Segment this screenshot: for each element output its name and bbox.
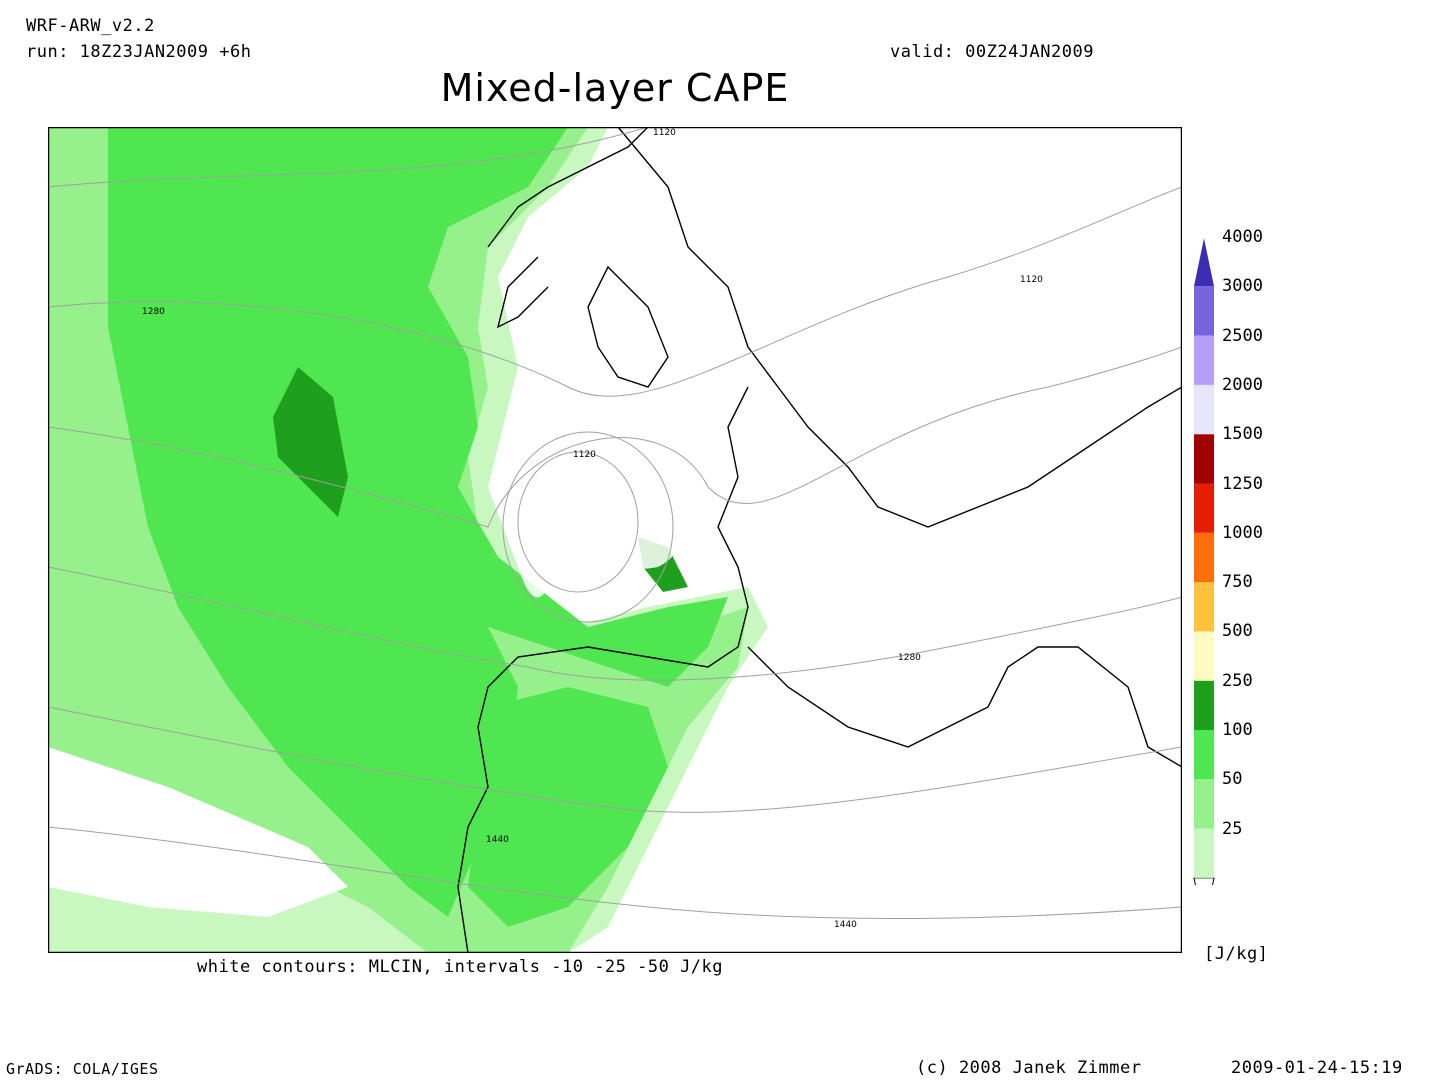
contour-label: 1440 bbox=[834, 920, 857, 930]
colorbar-segment bbox=[1194, 335, 1214, 385]
colorbar bbox=[1193, 238, 1215, 885]
map-title: Mixed-layer CAPE bbox=[440, 66, 790, 110]
colorbar-segment bbox=[1194, 532, 1214, 583]
colorbar-label: 2500 bbox=[1222, 325, 1263, 346]
colorbar-segment bbox=[1194, 483, 1214, 533]
colorbar-unit: [J/kg] bbox=[1204, 944, 1269, 964]
colorbar-label: 1000 bbox=[1222, 522, 1263, 543]
colorbar-label: 250 bbox=[1222, 670, 1253, 691]
grads-credit: GrADS: COLA/IGES bbox=[6, 1060, 159, 1078]
colorbar-segment bbox=[1194, 779, 1214, 829]
colorbar-label: 3000 bbox=[1222, 276, 1263, 297]
cyclone-core bbox=[514, 472, 683, 598]
contour-label: 1120 bbox=[653, 128, 676, 138]
colorbar-segment bbox=[1194, 384, 1214, 435]
copyright: (c) 2008 Janek Zimmer bbox=[916, 1058, 1142, 1078]
colorbar-label: 1250 bbox=[1222, 473, 1263, 494]
mlcin-note: white contours: MLCIN, intervals -10 -25… bbox=[197, 957, 724, 977]
model-name: WRF-ARW_v2.2 bbox=[26, 16, 155, 36]
colorbar-label: 4000 bbox=[1222, 227, 1263, 247]
contour-label: 1120 bbox=[573, 450, 596, 460]
contour-label: 1120 bbox=[1020, 275, 1043, 285]
colorbar-label: 100 bbox=[1222, 720, 1253, 740]
cin-area bbox=[48, 747, 348, 917]
colorbar-label: 500 bbox=[1222, 621, 1253, 642]
cape-field-100-iberia bbox=[468, 687, 668, 927]
colorbar-label: 2000 bbox=[1222, 374, 1263, 395]
geopotential-contours bbox=[48, 127, 1182, 920]
colorbar-label: 750 bbox=[1222, 572, 1253, 593]
colorbar-over-arrow bbox=[1194, 238, 1214, 287]
colorbar-label: 25 bbox=[1222, 818, 1243, 839]
contour-label: 1440 bbox=[486, 835, 509, 845]
cape-map: 1120 1120 1120 1280 1280 1440 1440 bbox=[48, 127, 1182, 953]
colorbar-segment bbox=[1194, 582, 1214, 632]
timestamp: 2009-01-24-15:19 bbox=[1231, 1058, 1403, 1078]
colorbar-segment bbox=[1194, 730, 1214, 780]
cape-field-250-a bbox=[273, 367, 348, 517]
colorbar-segment bbox=[1194, 286, 1214, 336]
colorbar-segment bbox=[1194, 434, 1214, 484]
colorbar-label: 50 bbox=[1222, 769, 1243, 790]
contour-label: 1280 bbox=[898, 653, 921, 663]
coastline-europe bbox=[457, 127, 1182, 953]
contour-label: 1280 bbox=[142, 307, 165, 317]
valid-time: valid: 00Z24JAN2009 bbox=[890, 42, 1094, 62]
cape-field-100 bbox=[108, 127, 728, 917]
colorbar-segment bbox=[1194, 680, 1214, 730]
run-time: run: 18Z23JAN2009 +6h bbox=[26, 42, 252, 62]
map-frame bbox=[48, 127, 1182, 953]
colorbar-under-arrow bbox=[1193, 877, 1215, 885]
coastline-britain bbox=[487, 127, 669, 388]
contour-labels: 1120 1120 1120 1280 1280 1440 1440 bbox=[142, 128, 1043, 930]
colorbar-segment bbox=[1194, 828, 1214, 878]
colorbar-label: 1500 bbox=[1222, 424, 1263, 445]
colorbar-segment bbox=[1194, 631, 1214, 681]
